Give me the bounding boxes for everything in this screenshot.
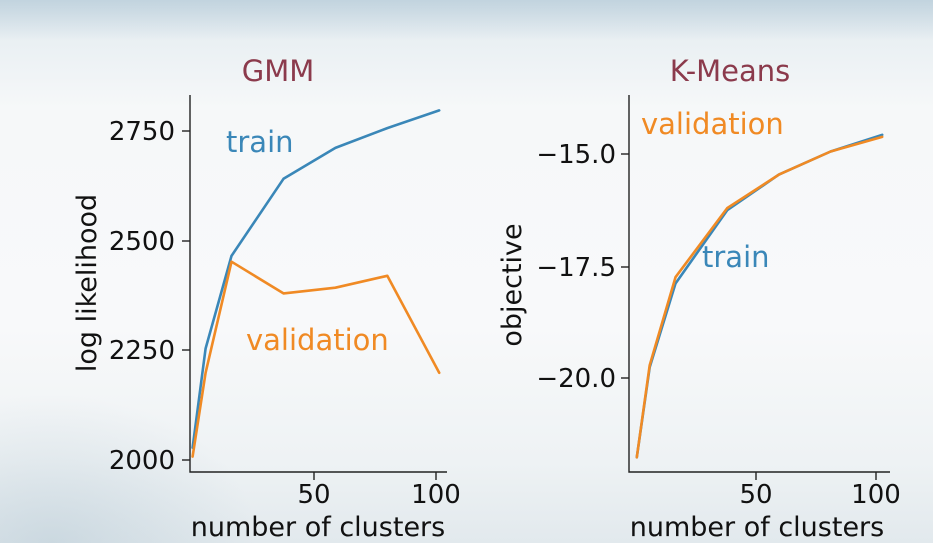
- gmm-title: GMM: [242, 54, 315, 88]
- gmm-train-line: [191, 109, 441, 450]
- gmm-xlabel: number of clusters: [191, 512, 445, 543]
- gmm-xtick-label: 100: [411, 480, 461, 510]
- background-decoration: [0, 393, 260, 543]
- gmm-validation-line: [191, 260, 441, 458]
- gmm-ytick-label: 2250: [109, 336, 175, 366]
- kmeans-xtick-label: 50: [739, 480, 772, 510]
- gmm-ytick-label: 2750: [109, 117, 175, 147]
- gmm-xtick-label: 50: [297, 480, 330, 510]
- kmeans-ylabel: objective: [497, 223, 528, 346]
- kmeans-ytick-label: −17.5: [536, 253, 616, 283]
- kmeans-train-line: [635, 133, 884, 459]
- kmeans-axes: [628, 95, 890, 473]
- kmeans-title: K-Means: [670, 54, 791, 88]
- gmm-train-annotation: train: [226, 125, 294, 159]
- background-band: [0, 0, 933, 40]
- kmeans-xtick-label: 100: [851, 480, 901, 510]
- kmeans-ytick-label: −20.0: [536, 364, 616, 394]
- kmeans-train-annotation: train: [702, 240, 770, 274]
- gmm-ytick-label: 2000: [109, 446, 175, 476]
- kmeans-validation-line: [635, 135, 884, 459]
- gmm-ytick-label: 2500: [109, 227, 175, 257]
- kmeans-xlabel: number of clusters: [630, 512, 884, 543]
- kmeans-validation-annotation: validation: [641, 107, 784, 141]
- gmm-validation-annotation: validation: [246, 323, 389, 357]
- kmeans-ytick-label: −15.0: [536, 140, 616, 170]
- gmm-panel: GMM 2750 2500 2250 2000 50 100 number of…: [72, 54, 461, 543]
- gmm-axes: [189, 95, 447, 473]
- gmm-ylabel: log likelihood: [72, 194, 103, 372]
- kmeans-panel: K-Means −15.0 −17.5 −20.0 50 100 number …: [497, 54, 901, 543]
